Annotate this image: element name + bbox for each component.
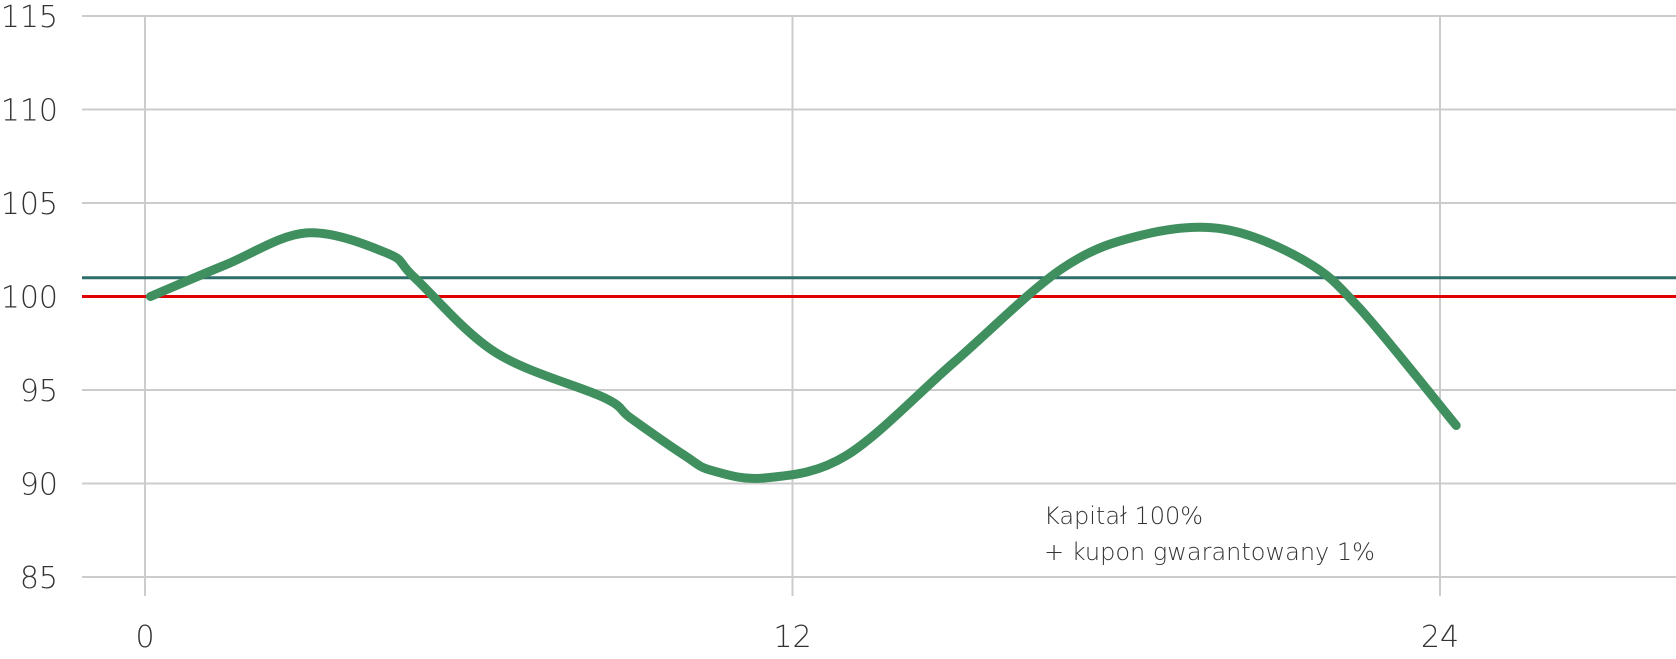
y-tick-label: 90 <box>20 468 58 503</box>
annotation-group: Kapitał 100% + kupon gwarantowany 1% <box>1044 502 1375 566</box>
x-gridlines <box>144 16 1441 596</box>
annotation-line-1: Kapitał 100% <box>1044 502 1203 530</box>
x-tick-label: 24 <box>1421 620 1459 655</box>
y-tick-label: 115 <box>1 0 58 35</box>
x-tick-label: 0 <box>135 620 154 655</box>
y-tick-labels: 85 90 95 100 105 110 115 <box>1 0 58 596</box>
reference-lines <box>82 276 1676 298</box>
x-tick-labels: 0 12 24 <box>135 620 1459 655</box>
y-tick-label: 85 <box>20 561 58 596</box>
y-tick-label: 95 <box>20 374 58 409</box>
y-tick-label: 105 <box>1 187 58 222</box>
y-tick-label: 110 <box>1 94 58 129</box>
series-layer <box>145 222 1461 483</box>
y-tick-label: 100 <box>1 281 58 316</box>
annotation-line-2: + kupon gwarantowany 1% <box>1044 538 1375 566</box>
x-tick-label: 12 <box>773 620 811 655</box>
series-line <box>145 222 1461 483</box>
